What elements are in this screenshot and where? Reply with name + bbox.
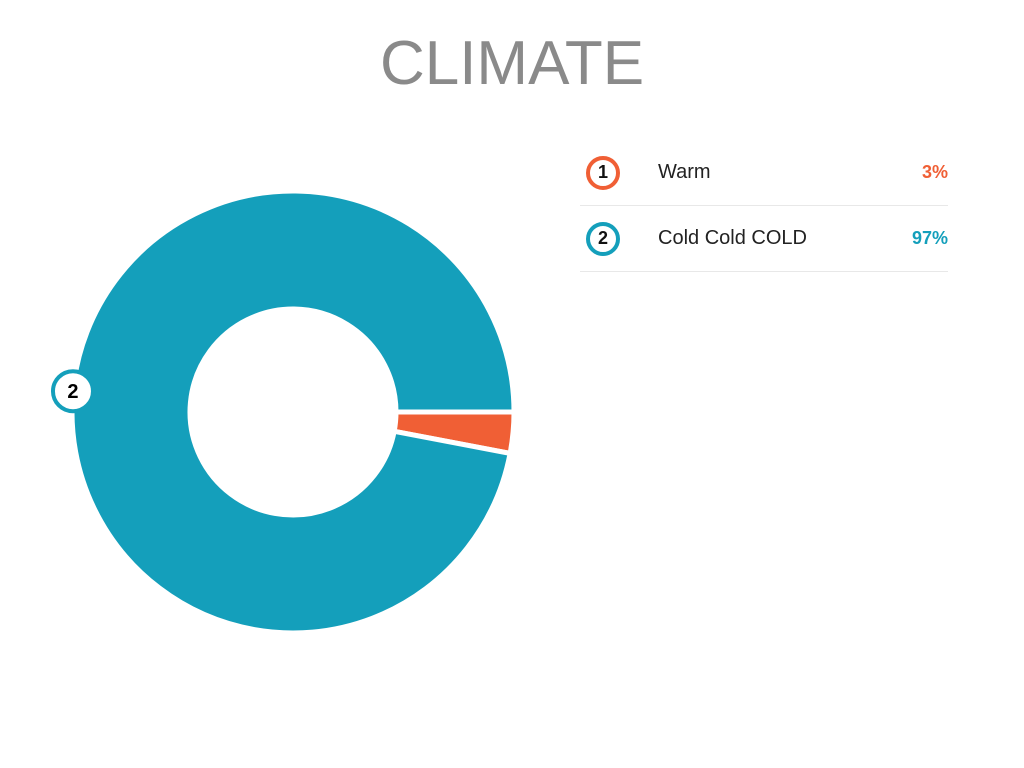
legend-marker: 1 — [586, 155, 620, 190]
legend: 1 Warm 3% 2 Cold Cold COLD 97% — [580, 140, 948, 272]
legend-value: 3% — [921, 162, 948, 182]
legend-label: Cold Cold COLD — [658, 227, 807, 249]
legend-value: 97% — [911, 228, 948, 248]
legend-item-cold: 2 Cold Cold COLD 97% — [580, 206, 948, 272]
slice-2 — [69, 188, 517, 636]
chart-title: CLIMATE — [379, 29, 645, 98]
legend-marker: 2 — [586, 221, 620, 256]
legend-label: Warm — [658, 161, 711, 183]
slice-marker: 2 — [50, 369, 95, 414]
legend-item-warm: 1 Warm 3% — [580, 140, 948, 206]
slice-marker-label: 2 — [67, 381, 78, 403]
